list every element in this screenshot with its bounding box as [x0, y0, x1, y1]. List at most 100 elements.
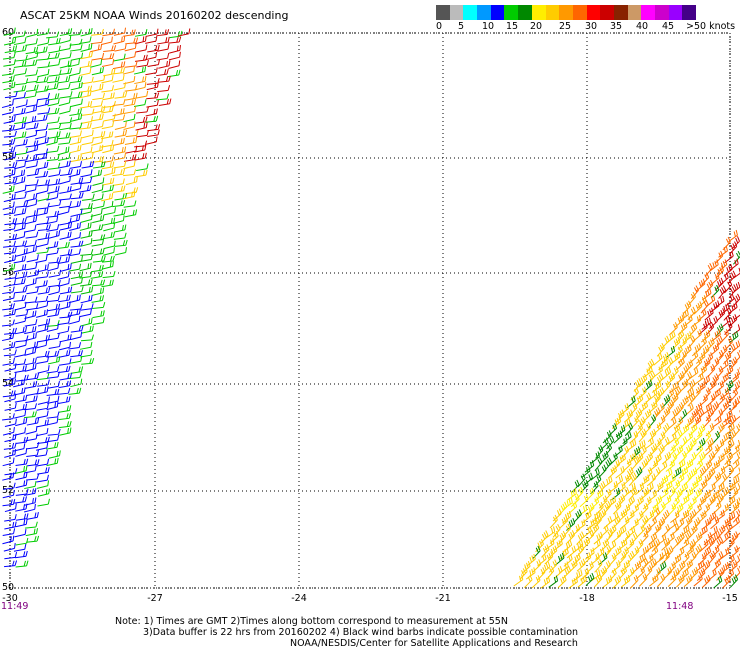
wind-barb	[613, 445, 623, 458]
wind-barb	[47, 303, 61, 312]
wind-barb	[721, 517, 731, 530]
wind-barb	[671, 536, 680, 551]
wind-barb	[26, 341, 39, 350]
wind-barb	[58, 301, 71, 310]
wind-barb	[14, 68, 27, 76]
wind-barb	[599, 437, 609, 451]
wind-barb	[562, 523, 571, 538]
wind-barb	[3, 207, 17, 216]
lon-label: -18	[579, 593, 595, 604]
wind-barb	[81, 76, 94, 85]
wind-barb	[102, 28, 115, 37]
wind-barb	[616, 494, 626, 508]
wind-barb	[722, 575, 731, 589]
wind-barb	[59, 60, 72, 69]
wind-barb	[707, 379, 717, 392]
wind-barb	[92, 214, 105, 224]
wind-barb	[113, 53, 126, 62]
wind-barb	[4, 272, 18, 280]
wind-barb	[15, 309, 29, 317]
wind-barb	[617, 538, 628, 551]
wind-barb	[648, 459, 659, 472]
wind-barb	[656, 342, 665, 357]
wind-barb	[618, 437, 628, 450]
wind-barb	[36, 185, 49, 195]
wind-barb	[631, 446, 641, 460]
wind-barb	[731, 236, 740, 250]
wind-barb	[2, 426, 15, 436]
wind-barb	[91, 52, 105, 61]
wind-barb	[46, 210, 60, 218]
wind-barb	[4, 418, 17, 428]
wind-barb	[46, 417, 59, 426]
wind-barb	[634, 495, 644, 509]
wind-barb	[80, 43, 93, 53]
wind-barb	[726, 465, 735, 480]
wind-barb	[568, 576, 579, 589]
wind-barb	[674, 444, 684, 458]
wind-barb	[25, 122, 39, 130]
wind-barb	[608, 423, 618, 437]
wind-barb	[652, 523, 662, 537]
wind-barb	[674, 488, 683, 502]
wind-barb	[634, 482, 645, 496]
wind-barb	[112, 61, 126, 70]
wind-barb	[13, 427, 27, 436]
wind-barb	[37, 498, 50, 507]
wind-barb	[693, 531, 703, 545]
wind-barb	[57, 146, 70, 156]
wind-barb	[696, 437, 706, 451]
wind-barb	[717, 524, 726, 539]
wind-barb	[661, 537, 671, 551]
wind-barb	[59, 35, 72, 44]
wind-barb	[25, 209, 39, 218]
wind-barb	[35, 170, 49, 178]
legend-tick-label: 5	[458, 21, 465, 32]
wind-barb	[134, 54, 148, 62]
wind-barb	[704, 263, 713, 277]
wind-barb	[37, 466, 50, 475]
wind-barb	[37, 37, 50, 46]
wind-barb	[59, 52, 72, 60]
wind-barb	[69, 108, 82, 116]
wind-barb	[691, 285, 699, 300]
wind-barb	[68, 67, 81, 77]
lon-label: -15	[722, 593, 738, 604]
wind-barb	[46, 136, 59, 146]
wind-barb	[2, 357, 15, 366]
wind-barb	[48, 37, 61, 46]
wind-barb	[25, 160, 39, 169]
wind-barb	[563, 497, 573, 510]
wind-barb	[2, 413, 15, 421]
legend-swatch	[600, 5, 614, 20]
wind-barb	[69, 154, 82, 163]
wind-barb	[59, 372, 73, 381]
wind-barb	[146, 81, 159, 91]
wind-barb	[640, 487, 650, 501]
wind-barb	[14, 349, 27, 358]
wind-barb	[15, 147, 28, 156]
wind-barb	[102, 271, 116, 279]
wind-barb	[47, 185, 60, 194]
wind-barb	[177, 28, 191, 37]
wind-barb	[35, 46, 48, 55]
wind-barb	[4, 254, 17, 264]
wind-barb	[58, 380, 72, 389]
wind-barb	[701, 287, 712, 301]
wind-barb	[24, 380, 38, 389]
wind-barb	[114, 239, 128, 247]
wind-barb	[79, 90, 92, 99]
wind-barb	[59, 311, 73, 319]
wind-barb	[14, 496, 27, 504]
wind-barb	[626, 452, 637, 465]
wind-barb	[146, 99, 159, 108]
wind-barb	[48, 199, 62, 208]
wind-barb	[112, 114, 126, 122]
wind-barb	[715, 453, 725, 466]
wind-barb	[24, 90, 37, 99]
wind-barb	[725, 293, 735, 307]
wind-barb	[729, 356, 738, 371]
wind-barb	[707, 568, 717, 582]
wind-barb	[124, 209, 138, 218]
wind-barb	[676, 532, 685, 546]
